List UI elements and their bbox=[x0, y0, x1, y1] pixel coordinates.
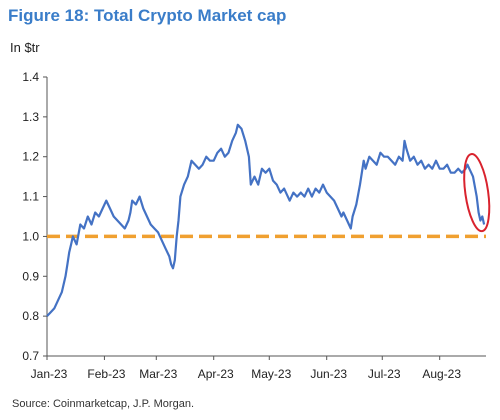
y-axis-unit: In $tr bbox=[10, 40, 40, 55]
x-tick-label: Jan-23 bbox=[31, 367, 68, 381]
series-line-market-cap bbox=[46, 123, 486, 317]
x-tick-label: Apr-23 bbox=[198, 367, 234, 381]
y-tick-label: 1.0 bbox=[22, 229, 39, 243]
y-tick-label: 0.8 bbox=[22, 309, 39, 323]
x-tick-label: Mar-23 bbox=[139, 367, 177, 381]
y-tick-label: 0.9 bbox=[22, 269, 39, 283]
highlight-circle bbox=[463, 153, 491, 233]
y-tick-label: 1.4 bbox=[22, 70, 39, 84]
y-tick-label: 1.3 bbox=[22, 110, 39, 124]
y-tick-label: 1.1 bbox=[22, 190, 39, 204]
x-tick-label: Aug-23 bbox=[422, 367, 461, 381]
y-tick-label: 0.7 bbox=[22, 349, 39, 363]
chart-title: Figure 18: Total Crypto Market cap bbox=[8, 6, 287, 25]
x-tick-label: Feb-23 bbox=[87, 367, 125, 381]
x-tick-label: Jul-23 bbox=[368, 367, 401, 381]
x-tick-label: May-23 bbox=[251, 367, 291, 381]
x-tick-label: Jun-23 bbox=[310, 367, 347, 381]
source-note: Source: Coinmarketcap, J.P. Morgan. bbox=[12, 398, 194, 410]
y-tick-label: 1.2 bbox=[22, 150, 39, 164]
